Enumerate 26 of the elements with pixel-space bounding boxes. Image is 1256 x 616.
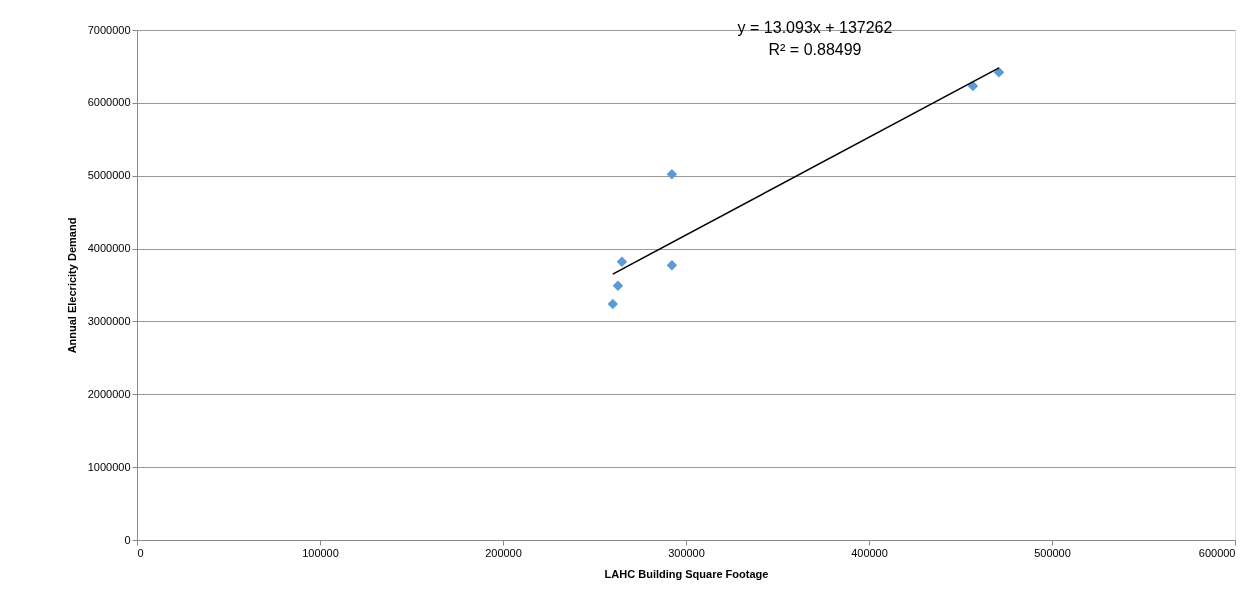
annotation: R² = 0.88499 [768,41,862,58]
point [666,260,678,271]
point [616,256,628,267]
x-tick-label: 0 [137,546,144,559]
y-tick-label: 0 [124,533,131,546]
x-axis-title: LAHC Building Square Footage [604,567,769,580]
x-tick-label: 200000 [485,546,522,559]
y-tick-label: 5000000 [87,169,131,182]
point [612,280,624,291]
y-tick-label: 1000000 [87,460,131,473]
y-tick-label: 7000000 [87,23,131,36]
x-tick-label: 500000 [1034,546,1071,559]
x-tick-label: 100000 [302,546,339,559]
annotation: y = 13.093x + 137262 [737,19,893,36]
x-tick-label: 600000 [1198,546,1236,559]
y-tick-label: 4000000 [87,242,131,255]
point [607,298,619,310]
y-axis-title: Annual Elecricity Demand [65,217,78,354]
point [967,80,979,92]
y-tick-label: 3000000 [87,314,131,327]
y-tick-label: 2000000 [87,387,131,400]
point [666,169,678,180]
y-tick-label: 6000000 [87,96,131,109]
point [993,67,1005,78]
x-tick-label: 300000 [668,546,705,559]
x-tick-label: 400000 [851,546,888,559]
